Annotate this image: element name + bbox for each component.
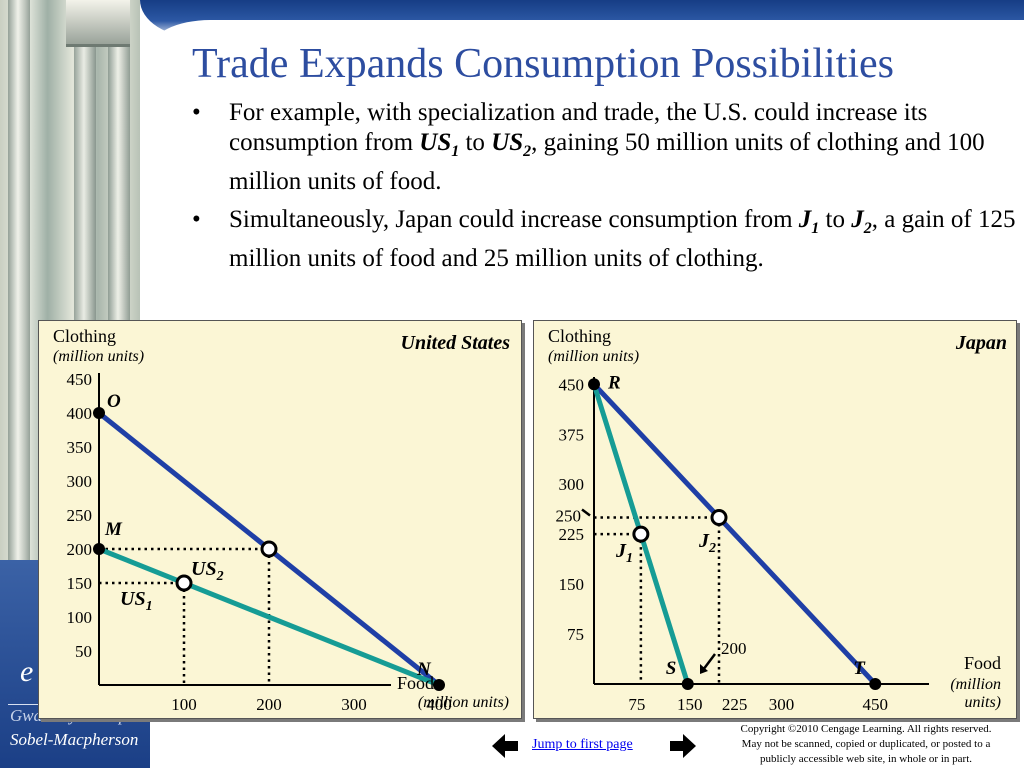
us-x-tick-label: 400 xyxy=(426,695,452,714)
column-shape xyxy=(8,0,30,620)
japan-x-tick-label: 300 xyxy=(769,695,795,714)
japan-point-label-j2: J2 xyxy=(698,530,716,556)
japan-point-label: R xyxy=(607,372,621,393)
japan-trade-line xyxy=(592,382,878,686)
japan-point-label-j1: J1 xyxy=(615,540,633,566)
japan-point-j1 xyxy=(632,525,650,543)
us-point-label-us2: US2 xyxy=(191,558,224,584)
japan-x-axis-units-1: (million xyxy=(950,676,1001,693)
us-plot-area: 450 400 350 300 250 200 150 100 50 100 200 300 400 O M… xyxy=(67,370,452,714)
us-x-tick-label: 200 xyxy=(256,695,282,714)
copyright-notice: Copyright ©2010 Cengage Learning. All ri… xyxy=(716,722,1016,767)
bullet-text-run: , gaining 50 million units of clothing a… xyxy=(229,129,985,195)
us-y-axis-units: (million units) xyxy=(53,348,144,365)
japan-x-tick-label: 450 xyxy=(863,695,889,714)
japan-point-j2 xyxy=(710,509,728,526)
copyright-line1: Copyright ©2010 Cengage Learning. All ri… xyxy=(740,723,992,735)
japan-annotation-arrowhead xyxy=(700,664,708,674)
us-y-tick-label: 150 xyxy=(67,574,93,593)
next-arrow-icon[interactable] xyxy=(670,734,696,758)
japan-y-tick-label: 150 xyxy=(559,575,585,594)
bullet-text-run: to xyxy=(819,206,852,233)
us-x-axis-label: Food xyxy=(397,673,434,693)
bullet-list: • For example, with specialization and tr… xyxy=(186,98,1016,282)
bullet-text-run: , a gain of 125 million units of food an… xyxy=(229,206,1016,272)
japan-x-axis-units-2: units) xyxy=(965,694,1001,711)
brand-logo-letter: e xyxy=(20,655,34,688)
copyright-line2: May not be scanned, copied or duplicated… xyxy=(741,738,991,750)
us-production-possibilities xyxy=(98,546,440,688)
bullet-term: J1 xyxy=(798,206,820,237)
column-capital xyxy=(66,0,130,47)
us-y-tick-label: 250 xyxy=(67,506,93,525)
japan-x-tick-label: 225 xyxy=(722,695,748,714)
japan-point-label: T xyxy=(853,658,866,679)
bullet-marker: • xyxy=(192,206,201,233)
japan-y-tick-label: 75 xyxy=(567,625,584,644)
japan-chart: Clothing (million units) Japan 450 375 300… xyxy=(548,326,1007,714)
us-point-us1 xyxy=(175,574,193,592)
us-y-tick-label: 200 xyxy=(67,540,93,559)
us-y-axis-label: Clothing xyxy=(53,326,116,346)
us-y-tick-label: 50 xyxy=(75,642,92,661)
us-x-axis-units: (million units) xyxy=(418,694,509,711)
slide-title: Trade Expands Consumption Possibilities xyxy=(192,41,895,87)
brand-authors-line2: Sobel-Macpherson xyxy=(10,730,139,749)
japan-x-tick-label: 75 xyxy=(628,695,645,714)
japan-point-t xyxy=(869,678,882,690)
previous-arrow-icon[interactable] xyxy=(492,734,518,758)
us-y-tick-label: 100 xyxy=(67,608,93,627)
jump-to-first-page-link[interactable]: Jump to first page xyxy=(532,737,633,752)
bullet-term: US1 xyxy=(419,129,460,160)
japan-point-r xyxy=(588,378,600,391)
bullet-text-run: Simultaneously, Japan could increase con… xyxy=(229,206,799,233)
japan-chart-panel: Clothing (million units) Japan 450 375 300… xyxy=(533,320,1017,719)
japan-country-label: Japan xyxy=(955,332,1007,354)
japan-x-axis-label: Food xyxy=(964,653,1001,673)
japan-y-axis-units: (million units) xyxy=(548,348,639,365)
bullet-marker: • xyxy=(192,99,201,126)
japan-annotation-200: 200 xyxy=(721,639,747,658)
footer-navigation: Jump to first page xyxy=(492,734,697,760)
us-country-label: United States xyxy=(401,332,511,354)
japan-y-tick-label: 250 xyxy=(556,507,582,526)
bullet-text-run: For example, with specialization and tra… xyxy=(229,99,928,156)
japan-y-tick-label: 375 xyxy=(559,425,585,444)
copyright-line3: publicly accessible web site, in whole o… xyxy=(760,753,972,765)
bullet-text: For example, with specialization and tra… xyxy=(229,99,985,195)
japan-x-tick-label: 150 xyxy=(677,695,703,714)
bullet-term: US2 xyxy=(491,129,532,160)
bullet-term: J2 xyxy=(851,206,872,237)
us-y-tick-label: 300 xyxy=(67,472,93,491)
us-point-label: O xyxy=(107,391,121,412)
japan-y-tick-label: 225 xyxy=(559,525,585,544)
us-point-o xyxy=(93,407,105,419)
us-x-tick-label: 100 xyxy=(171,695,197,714)
us-chart-panel: Clothing (million units) United States 4… xyxy=(38,320,522,719)
japan-point-label: S xyxy=(666,658,677,679)
us-point-us2 xyxy=(260,540,278,558)
japan-y-tick-label: 450 xyxy=(559,375,585,394)
us-chart: Clothing (million units) United States 4… xyxy=(53,326,511,714)
us-point-label-us1: US1 xyxy=(120,588,153,614)
us-y-tick-label: 450 xyxy=(67,370,93,389)
us-x-tick-label: 300 xyxy=(341,695,367,714)
us-point-m xyxy=(93,543,105,555)
header-band-mask xyxy=(150,20,1024,60)
japan-250-pointer xyxy=(581,508,591,517)
us-point-label: M xyxy=(104,519,123,540)
bullet-text-run: to xyxy=(459,129,492,156)
us-point-n xyxy=(433,679,445,691)
japan-y-axis-label: Clothing xyxy=(548,326,611,346)
japan-y-tick-label: 300 xyxy=(559,475,585,494)
bullet-item: • For example, with specialization and tr… xyxy=(186,98,1016,197)
us-y-tick-label: 350 xyxy=(67,438,93,457)
us-y-tick-label: 400 xyxy=(67,404,93,423)
bullet-item: • Simultaneously, Japan could increase co… xyxy=(186,205,1016,274)
japan-annotation-arrow xyxy=(702,653,716,671)
japan-point-s xyxy=(681,678,694,690)
bullet-text: Simultaneously, Japan could increase con… xyxy=(229,206,1015,272)
us-point-label: N xyxy=(416,659,432,680)
